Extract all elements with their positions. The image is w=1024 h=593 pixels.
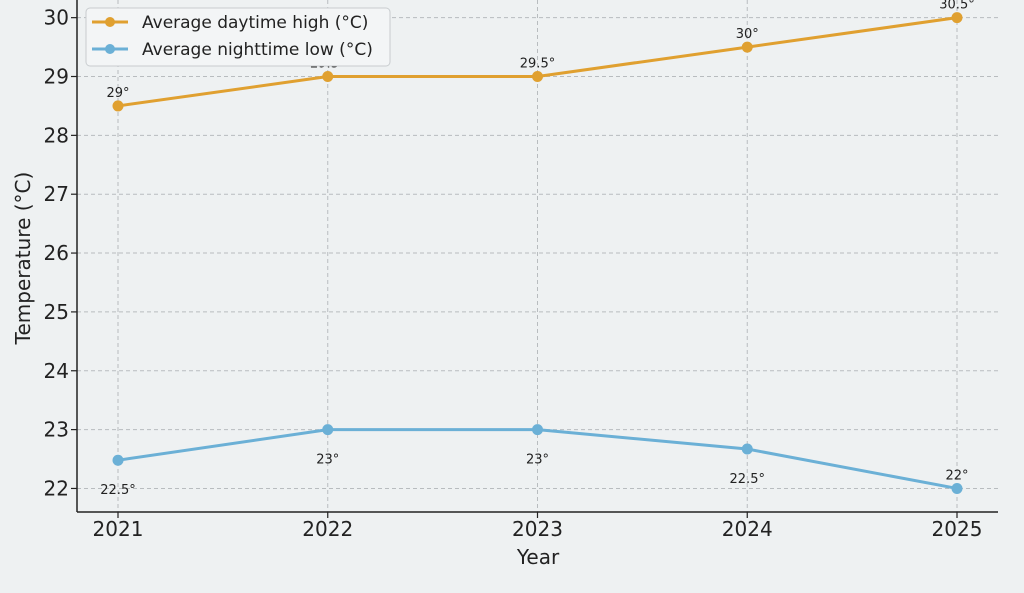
data-label-nighttime-low-2021: 22.5° [100,483,135,498]
x-tick-label-2022: 2022 [302,517,353,541]
data-point-daytime-high-2023 [532,71,543,83]
data-point-nighttime-low-2024 [741,443,753,455]
y-tick-label-24: 24 [44,359,69,383]
y-tick-label-27: 27 [44,182,69,206]
data-labels: 29°29.5°29.5°30°30.5°22.5°23°23°22.5°22° [100,0,974,498]
y-tick-label-23: 23 [44,418,69,442]
data-label-nighttime-low-2022: 23° [316,453,339,468]
data-label-nighttime-low-2023: 23° [526,453,549,468]
x-tick-label-2021: 2021 [93,517,144,541]
data-point-nighttime-low-2025 [951,482,963,494]
data-label-daytime-high-2025: 30.5° [939,0,974,13]
data-label-nighttime-low-2024: 22.5° [730,472,765,487]
data-label-daytime-high-2021: 29° [106,86,129,101]
axes: 22 23 24 25 26 27 28 29 30 2021 2022 2023 2024 2025 [44,0,998,541]
data-point-nighttime-low-2022 [322,424,334,436]
legend-swatch-marker-daytime-high [105,17,115,27]
legend-swatch-marker-nighttime-low [105,44,115,54]
y-axis-title: Temperature (°C) [11,172,35,346]
data-label-nighttime-low-2025: 22° [945,468,968,483]
data-point-daytime-high-2024 [741,41,753,53]
y-tick-label-25: 25 [44,300,69,324]
data-point-nighttime-low-2021 [112,454,124,466]
data-point-daytime-high-2022 [322,71,334,83]
x-tick-label-2024: 2024 [722,517,773,541]
data-point-nighttime-low-2023 [532,424,543,436]
y-tick-label-28: 28 [44,123,69,147]
legend-box [85,7,391,67]
grid [77,0,998,512]
x-axis-title: Year [516,545,560,569]
y-tick-label-22: 22 [44,476,69,500]
legend: Average daytime high (°C) Average nightt… [85,7,391,67]
data-label-daytime-high-2024: 30° [736,27,759,42]
y-tick-label-30: 30 [44,6,69,30]
x-tick-label-2023: 2023 [512,517,563,541]
series [112,12,963,494]
legend-label-daytime-high: Average daytime high (°C) [142,13,368,33]
data-point-daytime-high-2021 [112,100,124,112]
data-point-daytime-high-2025 [951,12,963,24]
y-tick-label-29: 29 [44,65,69,89]
x-tick-label-2025: 2025 [932,517,983,541]
legend-label-nighttime-low: Average nighttime low (°C) [142,40,373,60]
data-label-daytime-high-2023: 29.5° [520,57,555,72]
y-tick-label-26: 26 [44,241,69,265]
